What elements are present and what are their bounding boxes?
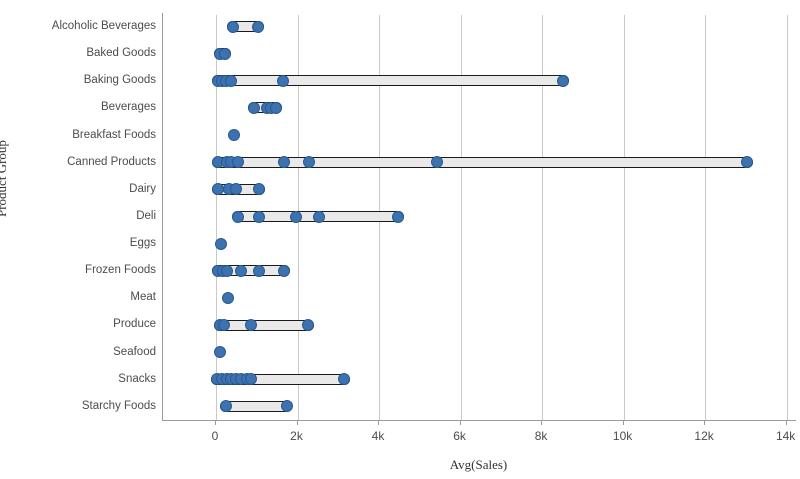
grid-line [542,15,544,420]
data-point[interactable] [289,210,302,223]
category-label[interactable]: Canned Products [67,155,156,168]
axis-tick [785,421,787,425]
x-tick-label: 2k [290,429,303,443]
x-tick-label: 10k [612,429,633,443]
x-tick-label: 12k [694,429,714,443]
category-label[interactable]: Dairy [129,182,156,195]
x-tick-label: 4k [371,429,385,443]
data-point[interactable] [251,20,264,33]
plot-area [162,13,796,421]
category-label[interactable]: Deli [136,209,156,222]
category-label[interactable]: Beverages [101,101,156,114]
category-label[interactable]: Breakfast Foods [72,128,156,141]
data-point[interactable] [280,400,293,413]
axis-tick [459,421,461,425]
data-point[interactable] [337,373,350,386]
grid-line [786,15,788,420]
data-point[interactable] [431,156,444,169]
category-label[interactable]: Meat [130,291,156,304]
category-label[interactable]: Baking Goods [83,74,156,87]
data-point[interactable] [220,264,233,277]
grid-line [705,15,707,420]
data-point[interactable] [252,210,265,223]
axis-tick [704,421,706,425]
data-point[interactable] [313,210,326,223]
x-axis-title: Avg(Sales) [449,457,508,472]
data-point[interactable] [245,319,258,332]
data-point[interactable] [278,264,291,277]
category-label[interactable]: Baked Goods [86,47,156,60]
data-point[interactable] [270,101,283,114]
category-label[interactable]: Alcoholic Beverages [51,20,156,32]
data-point[interactable] [741,156,754,169]
data-point[interactable] [253,264,266,277]
axis-tick [622,421,624,425]
data-point[interactable] [227,129,240,142]
data-point[interactable] [278,156,291,169]
axis-tick [214,421,216,425]
data-point[interactable] [226,20,239,33]
x-tick-label: 0 [211,429,219,443]
data-point[interactable] [225,74,238,87]
grid-line [460,15,462,420]
distribution-range-bar [212,156,754,168]
category-label[interactable]: Produce [113,318,156,331]
data-point[interactable] [557,74,570,87]
x-tick-label: 6k [453,429,466,443]
data-point[interactable] [253,183,266,196]
data-point[interactable] [302,156,315,169]
data-point[interactable] [230,183,243,196]
data-point[interactable] [277,74,290,87]
data-point[interactable] [247,101,260,114]
axis-tick [541,421,543,425]
x-tick-label: 14k [775,429,796,443]
axis-tick [378,421,380,425]
category-label[interactable]: Eggs [129,237,156,250]
grid-line [215,15,217,420]
data-point[interactable] [392,210,405,223]
category-axis: Alcoholic Beverages Baked Goods Baking Goo… [0,13,156,420]
category-label[interactable]: Starchy Foods [81,399,156,412]
axis-tick [296,421,298,425]
distribution-range-bar [211,75,570,87]
data-point[interactable] [245,373,258,386]
data-point[interactable] [231,210,244,223]
grid-line [623,15,625,420]
data-point[interactable] [231,156,244,169]
category-label[interactable]: Snacks [118,372,156,385]
data-point[interactable] [219,47,232,60]
data-point[interactable] [222,291,235,304]
category-label[interactable]: Seafood [113,345,156,358]
data-point[interactable] [235,264,248,277]
data-point[interactable] [301,319,314,332]
x-axis: 0 2k 4k 6k 8k 10k 12k 14k [162,420,795,460]
data-point[interactable] [214,237,227,250]
data-point[interactable] [218,319,231,332]
x-tick-label: 8k [534,429,548,443]
data-point[interactable] [214,346,227,359]
data-point[interactable] [220,400,233,413]
category-label[interactable]: Frozen Foods [85,264,156,277]
